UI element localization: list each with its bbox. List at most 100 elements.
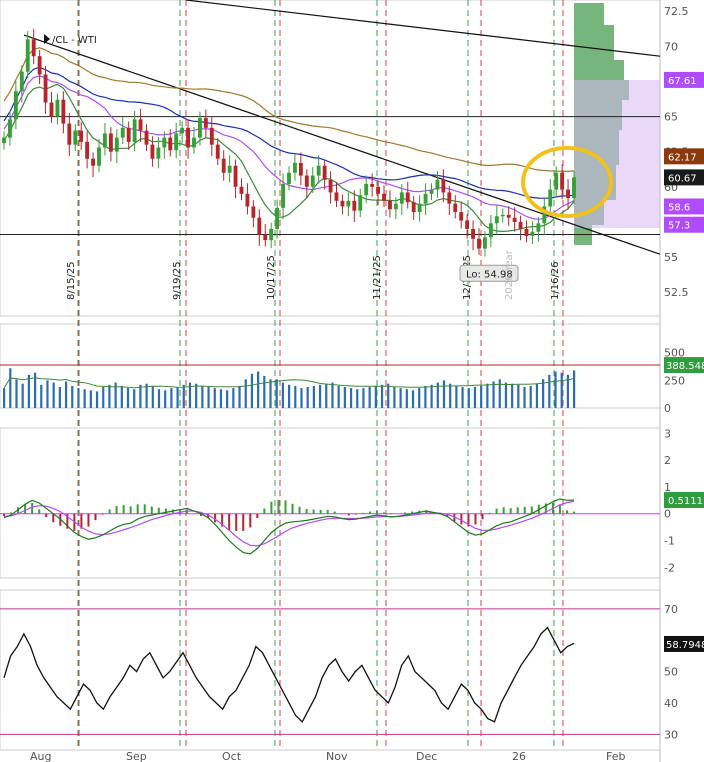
macd-axis-tick: -1: [664, 535, 675, 548]
volume-bar: [257, 371, 260, 408]
macd-histogram-bar: [411, 511, 414, 514]
candle-body: [441, 179, 446, 193]
volume-bar: [418, 388, 421, 408]
moving-average-fast: [3, 75, 575, 220]
volume-bar: [523, 387, 526, 408]
volume-bar: [288, 384, 291, 408]
macd-histogram-bar: [326, 509, 329, 514]
volume-bar: [343, 387, 346, 408]
volume-bar: [294, 385, 297, 408]
oscillator-axis-tick: 40: [664, 697, 678, 710]
macd-histogram-bar: [17, 507, 20, 514]
price-badge: [664, 216, 704, 233]
candle-body: [560, 172, 565, 190]
title-arrow-icon: [44, 34, 50, 44]
candle-body: [500, 214, 505, 217]
candle-body: [221, 158, 226, 173]
price-badge-label: 67.61: [668, 76, 697, 87]
volume-bar: [77, 388, 80, 408]
volume-bar: [170, 388, 173, 408]
macd-histogram-bar: [460, 513, 463, 525]
volume-bar: [405, 389, 408, 408]
candle-body: [209, 127, 214, 145]
volume-bar: [151, 385, 154, 408]
volume-bar: [436, 382, 439, 408]
volume-bar: [275, 379, 278, 408]
candle-body: [162, 137, 167, 148]
moving-average-short: [3, 83, 575, 233]
volume-bar: [430, 384, 433, 408]
macd-histogram-bar: [80, 513, 83, 529]
volume-bar: [89, 390, 92, 408]
candle-body: [423, 193, 428, 204]
event-date-label: 1/16/26: [550, 261, 561, 300]
macd-histogram-bar: [319, 509, 322, 514]
low-annotation: Lo: 54.98: [466, 269, 513, 280]
candle-body: [13, 91, 18, 120]
candle-body: [358, 195, 363, 211]
candle-body: [227, 165, 232, 173]
volume-bar: [52, 382, 55, 408]
volume-bar: [535, 383, 539, 408]
volume-bar: [195, 383, 198, 408]
price-badge: [664, 169, 704, 186]
volume-bar: [114, 382, 117, 408]
volume-bar: [337, 385, 340, 408]
volume-bar: [492, 381, 495, 408]
macd-histogram-bar: [361, 512, 364, 514]
price-badge-label: 57.3: [668, 221, 690, 232]
macd-histogram-bar: [523, 506, 526, 514]
macd-histogram-bar: [164, 508, 167, 514]
macd-histogram-bar: [221, 513, 224, 527]
volume-bar: [83, 389, 86, 408]
macd-histogram-bar: [207, 513, 210, 518]
macd-histogram-bar: [509, 508, 512, 514]
macd-histogram-bar: [333, 511, 336, 514]
volume-bar: [461, 387, 464, 408]
volume-bar: [133, 389, 136, 408]
volume-bar: [411, 390, 415, 408]
volume-bar: [58, 387, 61, 408]
volume-bar: [269, 379, 272, 408]
candle-body: [524, 228, 529, 236]
event-date-label: 10/17/25: [266, 255, 277, 300]
candle-body: [203, 117, 208, 128]
candle-body: [364, 183, 369, 196]
macd-value-label: 0.5111: [668, 496, 703, 507]
candle-body: [150, 144, 155, 159]
volume-axis-tick: 0: [664, 402, 671, 415]
volume-bar: [21, 383, 24, 408]
volume-bar: [548, 374, 551, 408]
oscillator-axis-tick: 50: [664, 666, 678, 679]
macd-histogram-bar: [122, 505, 125, 514]
candle-body: [316, 165, 321, 176]
oscillator-value-label: 58.7948: [666, 640, 704, 651]
volume-bar: [64, 381, 68, 408]
volume-bar: [102, 387, 105, 408]
candle-body: [85, 141, 90, 159]
macd-axis-tick: 0: [664, 508, 671, 521]
volume-bar: [126, 388, 130, 408]
candle-body: [168, 137, 173, 151]
candle-body: [536, 223, 541, 232]
candle-body: [352, 200, 357, 211]
candle-body: [91, 158, 95, 166]
candle-body: [31, 39, 36, 57]
candle-body: [233, 165, 238, 187]
candle-body: [114, 137, 119, 152]
candle-body: [108, 133, 113, 152]
event-date-label: 9/19/25: [172, 261, 183, 300]
macd-histogram-bar: [446, 513, 449, 518]
candle-body: [494, 216, 499, 224]
candle-body: [103, 133, 107, 148]
volume-bar: [139, 384, 142, 408]
macd-histogram-bar: [157, 507, 160, 514]
volume-bar: [108, 384, 111, 408]
price-axis-tick: 55: [664, 251, 678, 264]
volume-bar: [554, 371, 557, 408]
volume-axis-tick: 250: [664, 374, 685, 387]
volume-value-label: 388.548: [666, 361, 704, 372]
volume-bar: [263, 375, 266, 408]
macd-histogram-bar: [263, 508, 266, 514]
